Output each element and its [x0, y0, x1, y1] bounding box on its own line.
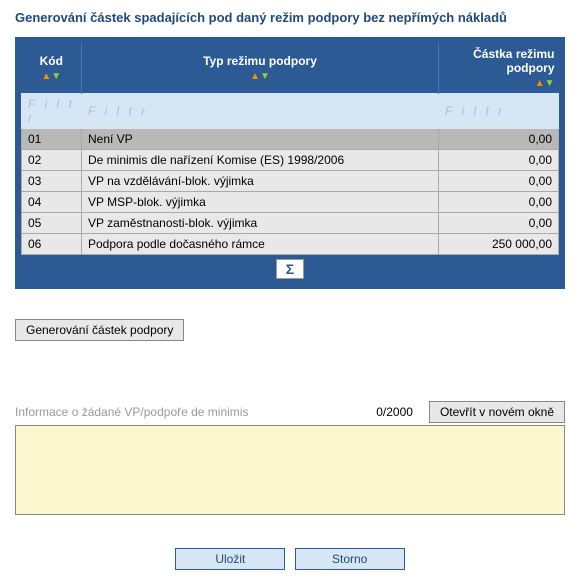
cell-amount: 0,00 — [439, 129, 559, 150]
cancel-button[interactable]: Storno — [295, 548, 405, 570]
open-window-button[interactable]: Otevřít v novém okně — [429, 401, 565, 423]
page-title: Generování částek spadajících pod daný r… — [15, 10, 565, 25]
table-row[interactable]: 05VP zaměstnanosti-blok. výjimka0,00 — [22, 213, 559, 234]
sort-icons-amount[interactable]: ▲▼ — [535, 75, 555, 89]
table-row[interactable]: 06Podpora podle dočasného rámce250 000,0… — [22, 234, 559, 255]
sort-asc-icon[interactable]: ▲ — [250, 71, 260, 82]
table-row[interactable]: 04VP MSP-blok. výjimka0,00 — [22, 192, 559, 213]
support-table: Kód ▲▼ Typ režimu podpory ▲▼ Částka reži… — [21, 43, 559, 255]
table-row[interactable]: 02De minimis dle nařízení Komise (ES) 19… — [22, 150, 559, 171]
filter-code[interactable]: F i l t r — [22, 94, 82, 129]
cell-type: De minimis dle nařízení Komise (ES) 1998… — [82, 150, 439, 171]
sort-desc-icon[interactable]: ▼ — [51, 71, 61, 82]
cell-amount: 0,00 — [439, 192, 559, 213]
cell-type: VP zaměstnanosti-blok. výjimka — [82, 213, 439, 234]
cell-code: 05 — [22, 213, 82, 234]
save-button[interactable]: Uložit — [175, 548, 285, 570]
table-row[interactable]: 03VP na vzdělávání-blok. výjimka0,00 — [22, 171, 559, 192]
sort-icons-type[interactable]: ▲▼ — [250, 68, 270, 82]
info-row: Informace o žádané VP/podpoře de minimis… — [15, 401, 565, 423]
sort-desc-icon[interactable]: ▼ — [260, 71, 270, 82]
char-counter: 0/2000 — [376, 405, 413, 419]
filter-amount[interactable]: F i l t r — [439, 94, 559, 129]
generate-button[interactable]: Generování částek podpory — [15, 319, 184, 341]
header-amount[interactable]: Částka režimu podpory ▲▼ — [439, 43, 559, 94]
table-row[interactable]: 01Není VP0,00 — [22, 129, 559, 150]
support-table-container: Kód ▲▼ Typ režimu podpory ▲▼ Částka reži… — [15, 37, 565, 289]
header-type-label: Typ režimu podpory — [86, 54, 434, 68]
header-code-label: Kód — [26, 54, 78, 68]
cell-amount: 0,00 — [439, 171, 559, 192]
cell-code: 01 — [22, 129, 82, 150]
sort-asc-icon[interactable]: ▲ — [535, 78, 545, 89]
cell-type: Není VP — [82, 129, 439, 150]
header-code[interactable]: Kód ▲▼ — [22, 43, 82, 94]
bottom-buttons: Uložit Storno — [15, 548, 565, 570]
sigma-row: Σ — [21, 255, 559, 283]
cell-type: Podpora podle dočasného rámce — [82, 234, 439, 255]
cell-code: 06 — [22, 234, 82, 255]
info-textarea[interactable] — [15, 425, 565, 515]
sigma-button[interactable]: Σ — [276, 259, 304, 279]
cell-code: 04 — [22, 192, 82, 213]
header-type[interactable]: Typ režimu podpory ▲▼ — [82, 43, 439, 94]
sort-desc-icon[interactable]: ▼ — [545, 78, 555, 89]
filter-row[interactable]: F i l t r F i l t r F i l t r — [22, 94, 559, 129]
cell-code: 02 — [22, 150, 82, 171]
filter-type[interactable]: F i l t r — [82, 94, 439, 129]
header-amount-label: Částka režimu podpory — [443, 47, 555, 75]
info-label: Informace o žádané VP/podpoře de minimis — [15, 405, 368, 419]
sort-icons-code[interactable]: ▲▼ — [41, 68, 61, 82]
cell-amount: 250 000,00 — [439, 234, 559, 255]
cell-amount: 0,00 — [439, 213, 559, 234]
sort-asc-icon[interactable]: ▲ — [41, 71, 51, 82]
cell-code: 03 — [22, 171, 82, 192]
cell-type: VP MSP-blok. výjimka — [82, 192, 439, 213]
textarea-wrap — [15, 425, 565, 518]
cell-type: VP na vzdělávání-blok. výjimka — [82, 171, 439, 192]
cell-amount: 0,00 — [439, 150, 559, 171]
